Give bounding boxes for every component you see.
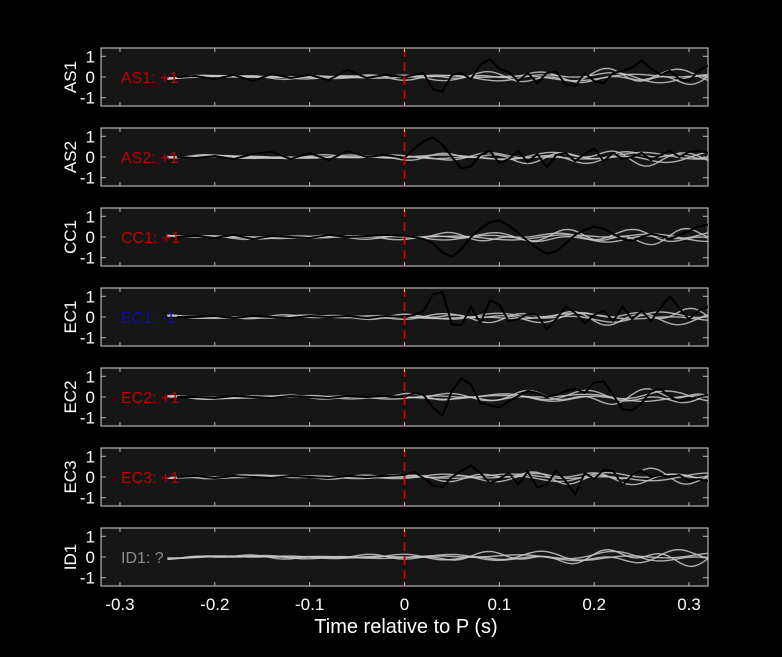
panel-ec3: -1 0 1 EC3 EC3: +1 bbox=[61, 447, 709, 508]
grey-trace bbox=[167, 389, 708, 404]
y-tick-label: 0 bbox=[86, 308, 95, 327]
panel-id1: -1 0 1 ID1 ID1: ? bbox=[61, 527, 709, 588]
panel-ec2: -1 0 1 EC2 EC2: +1 bbox=[61, 367, 709, 428]
polarity-label: CC1: +1 bbox=[121, 230, 180, 247]
y-tick-label: -1 bbox=[80, 169, 95, 188]
x-tick-label: 0 bbox=[400, 595, 409, 614]
x-tick-label: 0.2 bbox=[582, 595, 606, 614]
panel-traces bbox=[167, 464, 708, 497]
station-axis-label: EC2 bbox=[61, 380, 80, 413]
station-axis-label: AS1 bbox=[61, 61, 80, 93]
station-trace-ec1 bbox=[176, 290, 708, 332]
y-tick-label: 0 bbox=[86, 68, 95, 87]
station-trace-as2 bbox=[176, 136, 708, 170]
y-tick-label: 1 bbox=[86, 527, 95, 546]
panel-as1: -1 0 1 AS1 AS1: +1 bbox=[61, 47, 709, 108]
station-trace-cc1 bbox=[176, 219, 708, 258]
y-tick-label: 0 bbox=[86, 468, 95, 487]
y-tick-label: 0 bbox=[86, 388, 95, 407]
x-tick-label: -0.3 bbox=[105, 595, 134, 614]
y-tick-label: -1 bbox=[80, 329, 95, 348]
y-tick-label: -1 bbox=[80, 249, 95, 268]
y-tick-label: 0 bbox=[86, 228, 95, 247]
grey-trace bbox=[167, 307, 708, 326]
grey-trace bbox=[167, 150, 708, 167]
y-tick-label: 1 bbox=[86, 207, 95, 226]
y-tick-label: 1 bbox=[86, 287, 95, 306]
x-tick-label: -0.2 bbox=[200, 595, 229, 614]
x-tick-label: 0.3 bbox=[677, 595, 701, 614]
polarity-label: AS1: +1 bbox=[121, 70, 178, 87]
station-axis-label: AS2 bbox=[61, 141, 80, 173]
y-tick-label: 1 bbox=[86, 127, 95, 146]
polarity-label: EC2: +1 bbox=[121, 390, 179, 407]
station-axis-label: CC1 bbox=[61, 220, 80, 254]
y-tick-label: 1 bbox=[86, 447, 95, 466]
panels: -1 0 1 AS1 AS1: +1 -1 0 1 AS2 AS2: +1 -1 0 1 CC1 CC1: … bbox=[61, 47, 709, 588]
panel-traces bbox=[167, 58, 708, 93]
y-tick-label: -1 bbox=[80, 409, 95, 428]
polarity-label: EC3: +1 bbox=[121, 470, 179, 487]
y-tick-label: -1 bbox=[80, 569, 95, 588]
x-axis: -0.3 -0.2 -0.1 0 0.1 0.2 0.3 bbox=[105, 595, 701, 614]
panel-traces bbox=[167, 377, 708, 418]
station-axis-label: EC1 bbox=[61, 300, 80, 333]
station-trace-ec3 bbox=[176, 464, 708, 497]
panel-traces bbox=[167, 136, 708, 170]
panel-traces bbox=[167, 290, 708, 332]
polarity-label: AS2: +1 bbox=[121, 150, 178, 167]
station-trace-ec2 bbox=[176, 377, 708, 418]
panel-traces bbox=[167, 219, 708, 258]
x-axis-label: Time relative to P (s) bbox=[314, 616, 497, 638]
x-tick-label: -0.1 bbox=[295, 595, 324, 614]
y-tick-label: -1 bbox=[80, 489, 95, 508]
panel-traces bbox=[167, 548, 708, 568]
y-tick-label: -1 bbox=[80, 89, 95, 108]
grey-trace bbox=[167, 548, 708, 568]
station-trace-as1 bbox=[176, 58, 708, 93]
panel-ec1: -1 0 1 EC1 EC1: -1 bbox=[61, 287, 709, 348]
panel-as2: -1 0 1 AS2 AS2: +1 bbox=[61, 127, 709, 188]
x-tick-label: 0.1 bbox=[488, 595, 512, 614]
y-tick-label: 1 bbox=[86, 47, 95, 66]
y-tick-label: 1 bbox=[86, 367, 95, 386]
y-tick-label: 0 bbox=[86, 148, 95, 167]
station-axis-label: ID1 bbox=[61, 544, 80, 570]
station-axis-label: EC3 bbox=[61, 460, 80, 493]
panel-cc1: -1 0 1 CC1 CC1: +1 bbox=[61, 207, 709, 268]
polarity-label: ID1: ? bbox=[121, 550, 164, 567]
y-tick-label: 0 bbox=[86, 548, 95, 567]
polarity-label: EC1: -1 bbox=[121, 310, 175, 327]
